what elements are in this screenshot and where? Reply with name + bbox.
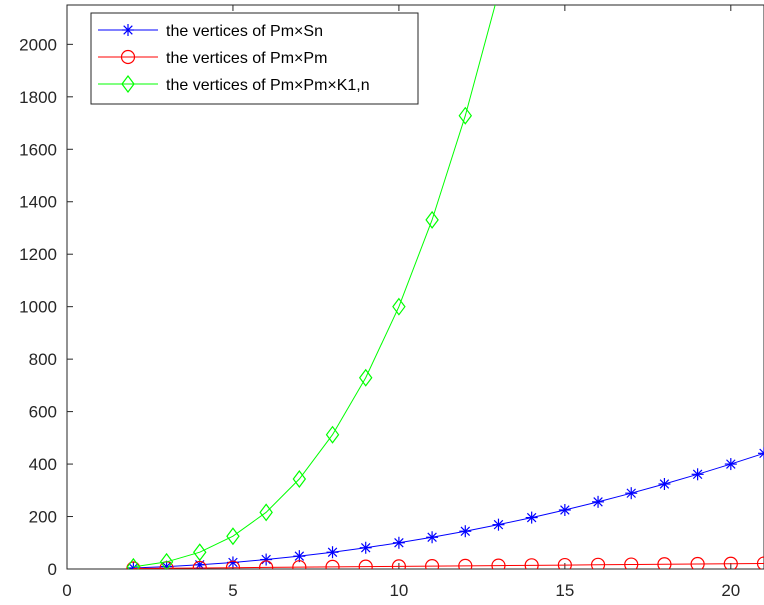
data-point-series-1 [160, 560, 173, 569]
y-tick-label: 600 [29, 403, 57, 422]
data-point-series-3 [159, 552, 174, 569]
data-point-series-3 [292, 470, 307, 489]
legend-item-2: the vertices of Pm×Pm [98, 49, 327, 67]
data-point-series-1 [392, 536, 405, 549]
x-tick-label: 15 [555, 581, 574, 600]
legend-label: the vertices of Pm×Sn [166, 23, 323, 40]
series-layer [126, 5, 764, 569]
data-point-series-2 [756, 556, 764, 569]
data-point-series-2 [325, 559, 340, 569]
legend-box [90, 12, 419, 105]
series-line-3 [133, 5, 496, 568]
data-point-series-2 [491, 558, 506, 569]
legend-marker-circle [120, 49, 136, 65]
data-point-series-2 [259, 560, 274, 569]
data-point-series-3 [193, 543, 207, 562]
data-point-series-3 [226, 527, 240, 546]
data-point-series-2 [192, 560, 207, 569]
legend-marker-diamond [121, 75, 135, 93]
plot-area [66, 4, 764, 570]
legend: the vertices of Pm×Sn the vertices of Pm×… [90, 12, 419, 105]
data-point-series-1 [592, 495, 605, 508]
x-tick-label: 0 [62, 581, 71, 600]
y-tick-label: 1400 [19, 193, 57, 212]
data-point-series-2 [723, 556, 738, 569]
y-tick-label: 1200 [19, 245, 57, 264]
axes: 0 5 10 15 2002004006008001000120014001600180… [19, 4, 764, 600]
data-point-series-1 [426, 531, 439, 544]
data-point-series-2 [690, 556, 705, 569]
data-point-series-1 [525, 511, 538, 524]
legend-label: the vertices of Pm×Pm [166, 50, 327, 67]
data-point-series-3 [325, 425, 340, 444]
y-tick-label: 400 [29, 455, 57, 474]
y-tick-label: 1800 [19, 88, 57, 107]
data-point-series-2 [126, 561, 141, 569]
data-point-series-2 [557, 557, 572, 569]
data-point-series-2 [624, 557, 639, 569]
y-tick-label: 0 [48, 560, 57, 579]
data-point-series-1 [260, 553, 273, 566]
legend-item-3: the vertices of Pm×Pm×K1,n [98, 75, 370, 94]
data-point-series-3 [358, 368, 373, 387]
data-point-series-1 [691, 468, 704, 481]
data-point-series-1 [658, 478, 671, 491]
data-point-series-1 [359, 541, 372, 554]
data-point-series-2 [458, 558, 473, 569]
data-point-series-1 [625, 487, 638, 500]
data-point-series-2 [225, 560, 241, 569]
data-point-series-2 [391, 559, 407, 569]
data-point-series-2 [524, 558, 539, 569]
data-point-series-1 [326, 546, 339, 559]
data-point-series-3 [392, 297, 406, 316]
data-point-series-2 [424, 559, 440, 569]
data-point-series-2 [358, 559, 373, 569]
series-line-1 [133, 452, 764, 569]
data-point-series-2 [292, 560, 307, 569]
data-point-series-3 [259, 503, 273, 522]
legend-marker-asterisk [122, 24, 134, 36]
data-point-series-2 [590, 557, 606, 569]
data-point-series-3 [425, 210, 439, 229]
data-point-series-1 [492, 518, 505, 531]
y-tick-label: 1000 [19, 298, 57, 317]
legend-item-1: the vertices of Pm×Sn [98, 23, 323, 40]
data-point-series-3 [126, 557, 141, 569]
series-line-2 [133, 562, 764, 569]
y-tick-label: 1600 [19, 140, 57, 159]
y-tick-label: 2000 [19, 35, 57, 54]
data-point-series-3 [458, 106, 473, 125]
data-point-series-2 [657, 557, 672, 569]
y-tick-label: 200 [29, 508, 57, 527]
data-point-series-1 [724, 458, 737, 471]
x-tick-label: 5 [228, 581, 237, 600]
data-point-series-1 [558, 503, 571, 516]
x-tick-label: 20 [721, 581, 740, 600]
data-point-series-1 [459, 525, 472, 538]
data-point-series-1 [758, 447, 764, 460]
x-tick-label: 10 [389, 581, 408, 600]
legend-label: the vertices of Pm×Pm×K1,n [166, 77, 370, 94]
y-tick-label: 800 [29, 350, 57, 369]
